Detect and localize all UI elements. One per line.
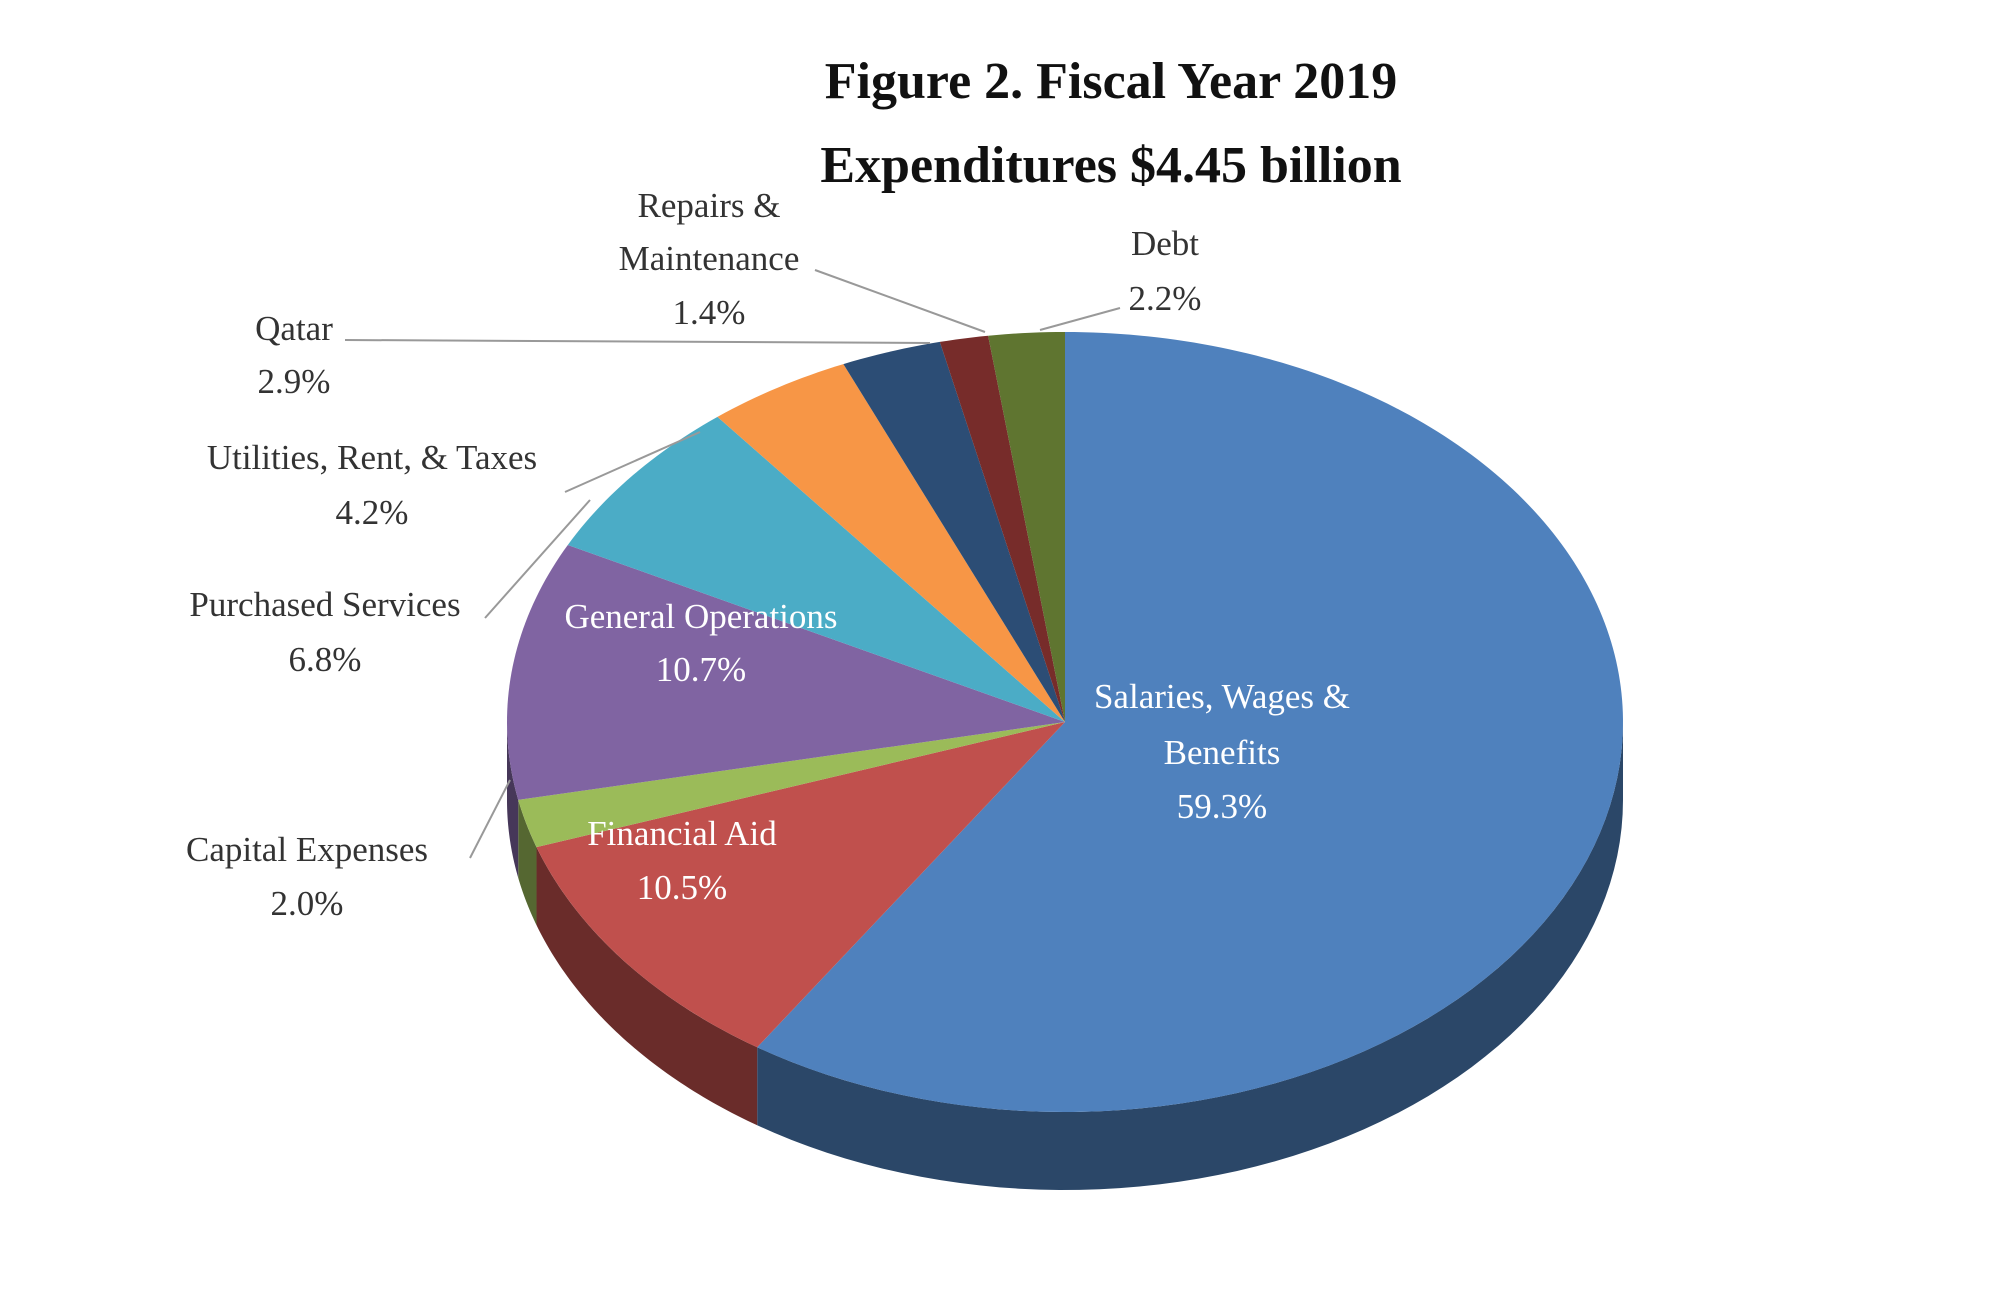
value-debt: 2.2%	[1128, 279, 1202, 318]
pie-slice-qatar	[843, 341, 1065, 722]
label-general-operations: General Operations	[564, 597, 838, 636]
label-capital-expenses: Capital Expenses	[185, 830, 429, 869]
leader-line-utilities	[564, 431, 701, 493]
pie-slice-purchased-services	[567, 416, 1065, 722]
label-purchased-services: Purchased Services	[189, 585, 461, 624]
pie-slice-salaries-wages-benefits	[757, 332, 1623, 1112]
value-purchased-services: 6.8%	[288, 640, 362, 679]
leader-line-repairs	[814, 269, 986, 333]
pie-slice-utilities-rent-taxes	[717, 364, 1065, 722]
leader-line-debt	[1039, 307, 1121, 331]
label-debt: Debt	[1130, 224, 1200, 263]
pie-side-salaries-wages-benefits	[757, 722, 1623, 1190]
chart-title-line-1: Figure 2. Fiscal Year 2019	[824, 53, 1398, 110]
value-general-operations: 10.7%	[655, 650, 747, 689]
label-financial-aid: Financial Aid	[587, 814, 777, 853]
pie-slice-repairs-maintenance	[939, 335, 1065, 722]
value-financial-aid: 10.5%	[636, 868, 728, 907]
pie-slice-capital-expenses	[518, 722, 1065, 848]
leader-line-qatar	[344, 339, 931, 344]
label-utilities: Utilities, Rent, & Taxes	[206, 438, 538, 477]
value-qatar: 2.9%	[257, 362, 331, 401]
value-capital-expenses: 2.0%	[270, 884, 344, 923]
chart-title-line-2: Expenditures $4.45 billion	[820, 137, 1402, 194]
pie-slice-general-operations	[507, 544, 1065, 800]
label-repairs-line1: Repairs &	[637, 186, 781, 225]
value-utilities: 4.2%	[335, 493, 409, 532]
label-qatar: Qatar	[255, 309, 333, 348]
label-salaries-line2: Benefits	[1163, 733, 1281, 772]
label-salaries-line1: Salaries, Wages &	[1093, 677, 1351, 716]
value-repairs: 1.4%	[672, 293, 746, 332]
pie-side-financial-aid	[536, 847, 758, 1126]
pie-side-capital-expenses	[518, 799, 537, 926]
value-salaries: 59.3%	[1176, 787, 1268, 826]
pie-side-general-operations	[507, 722, 519, 878]
label-repairs-line2: Maintenance	[618, 239, 800, 278]
pie-slice-debt	[988, 332, 1065, 722]
pie-slice-financial-aid	[536, 722, 1065, 1048]
leader-line-purchased	[484, 499, 591, 619]
leader-line-capital	[469, 779, 511, 859]
